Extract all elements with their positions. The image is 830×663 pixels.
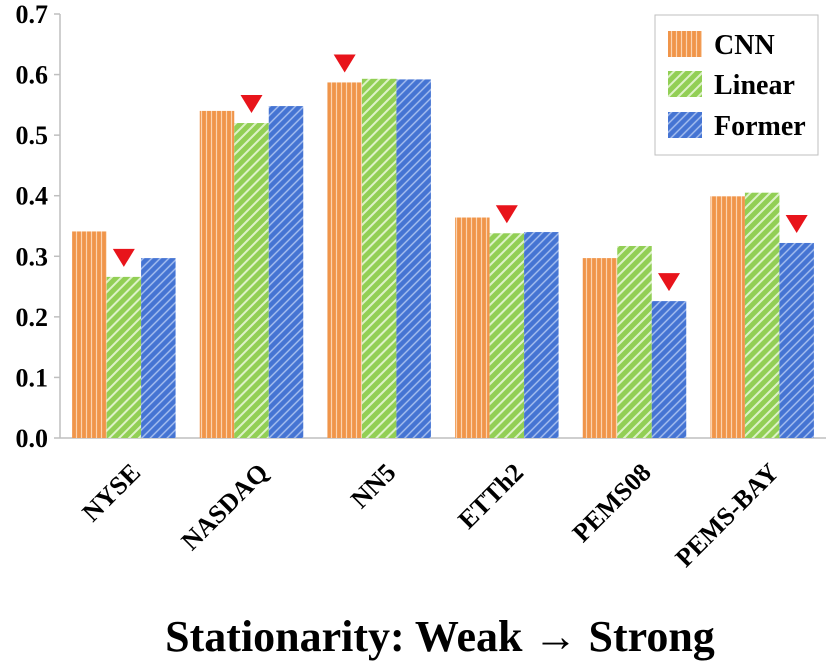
bar-cnn-nasdaq <box>199 110 235 439</box>
bar-linear-nn5 <box>361 78 397 438</box>
legend-label-linear: Linear <box>714 70 795 101</box>
bar-cnn-etth2 <box>455 217 490 438</box>
bar-linear-pems-bay <box>744 192 780 438</box>
marker-nasdaq-linear <box>240 95 263 114</box>
x-tick-label-pems-bay: PEMS-BAY <box>670 458 785 573</box>
y-tick-label: 0.1 <box>16 363 49 392</box>
marker-nyse-linear <box>112 248 135 267</box>
y-tick-label: 0.3 <box>16 242 49 271</box>
legend-swatch-linear <box>668 71 702 97</box>
bar-cnn-pems08 <box>582 258 618 438</box>
bar-linear-nasdaq <box>234 123 269 439</box>
marker-nn5-cnn <box>333 54 356 73</box>
marker-pems08-former <box>658 273 680 292</box>
x-tick-label-etth2: ETTh2 <box>452 458 529 535</box>
bar-cnn-nn5 <box>327 82 362 439</box>
x-tick-label-nasdaq: NASDAQ <box>176 458 274 556</box>
bar-former-pems08 <box>651 301 687 438</box>
legend: CNN Linear Former <box>654 14 819 156</box>
bar-cnn-pems-bay <box>710 196 745 438</box>
marker-pems-bay-former <box>785 214 808 233</box>
x-tick-label-nn5: NN5 <box>345 458 401 514</box>
x-tick-label-pems08: PEMS08 <box>567 458 657 548</box>
legend-swatch-former <box>668 112 702 138</box>
y-tick-label: 0.2 <box>16 303 49 332</box>
bar-linear-pems08 <box>617 245 652 438</box>
bar-former-etth2 <box>524 232 559 438</box>
y-tick-label: 0.0 <box>16 424 49 453</box>
bar-linear-nyse <box>106 276 142 438</box>
y-tick-label: 0.7 <box>16 0 49 29</box>
legend-label-cnn: CNN <box>714 30 775 61</box>
bar-former-nasdaq <box>268 106 304 438</box>
legend-label-former: Former <box>714 111 806 142</box>
y-tick-label: 0.5 <box>16 121 49 150</box>
bar-former-nyse <box>141 258 176 438</box>
bar-former-pems-bay <box>779 242 814 438</box>
legend-swatch-cnn <box>668 31 702 57</box>
x-tick-label-nyse: NYSE <box>77 458 147 528</box>
bar-former-nn5 <box>396 79 431 438</box>
marker-etth2-linear <box>495 205 518 224</box>
bar-linear-etth2 <box>489 233 525 438</box>
y-tick-label: 0.4 <box>16 182 49 211</box>
bar-cnn-nyse <box>72 231 107 438</box>
y-tick-label: 0.6 <box>16 61 49 90</box>
x-axis-title: Stationarity: Weak → Strong <box>165 612 715 661</box>
